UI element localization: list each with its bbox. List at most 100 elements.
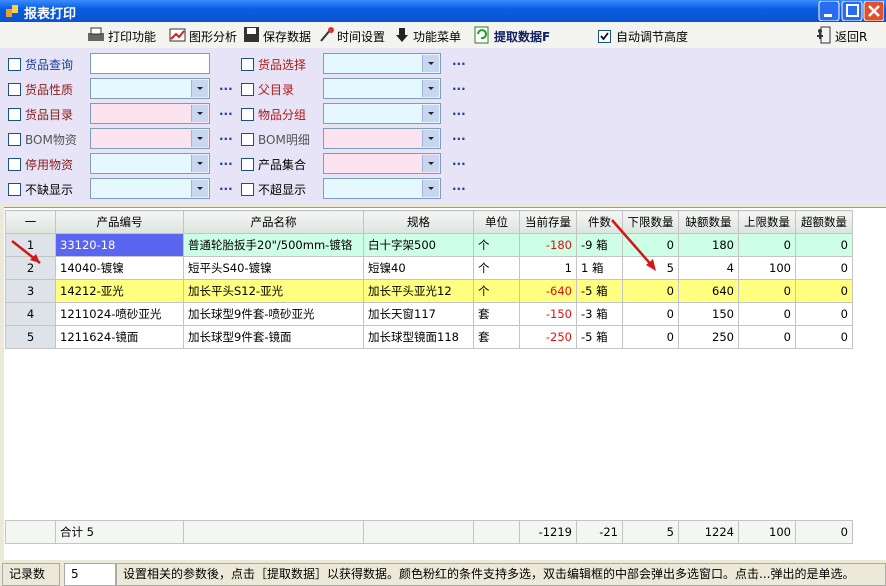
dropdown-arrow[interactable]	[422, 105, 439, 122]
more-button[interactable]: ...	[219, 79, 233, 93]
dropdown-arrow[interactable]	[422, 130, 439, 147]
combo-box[interactable]	[90, 103, 210, 124]
dropdown-arrow[interactable]	[191, 130, 208, 147]
total-cell: 合计 5	[55, 520, 184, 544]
checkbox[interactable]	[241, 58, 254, 71]
combo-box[interactable]	[90, 128, 210, 149]
cell: 加长平头S12-亚光	[183, 279, 364, 303]
dropdown-arrow[interactable]	[191, 180, 208, 197]
dropdown-arrow[interactable]	[422, 155, 439, 172]
total-row: 合计 5 -1219 -21 5 1224 100 0	[5, 520, 853, 544]
checkbox[interactable]	[8, 83, 21, 96]
cell: 3	[5, 279, 56, 303]
checkbox[interactable]	[8, 158, 21, 171]
toolbar-button[interactable]: 图形分析	[189, 30, 238, 44]
combo-box[interactable]	[323, 178, 441, 199]
checkbox[interactable]	[8, 108, 21, 121]
cell: 套	[473, 325, 520, 349]
toolbar-button[interactable]: 返回R	[835, 30, 868, 44]
dropdown-arrow[interactable]	[191, 105, 208, 122]
checkbox-label[interactable]: 自动调节高度	[616, 30, 689, 44]
filter-label: BOM物资	[25, 133, 77, 147]
more-button[interactable]: ...	[452, 79, 466, 93]
more-button[interactable]: ...	[452, 54, 466, 68]
checkbox[interactable]	[241, 108, 254, 121]
toolbar-button[interactable]: 提取数据F	[494, 30, 551, 44]
cell: 短平头S40-镀镍	[183, 256, 364, 280]
more-button[interactable]: ...	[219, 154, 233, 168]
filter-label: 产品集合	[258, 158, 307, 172]
checkbox[interactable]	[241, 133, 254, 146]
checkbox[interactable]	[241, 183, 254, 196]
arrow	[428, 87, 434, 90]
cell: 0	[738, 279, 796, 303]
combo-box[interactable]	[323, 128, 441, 149]
column-header[interactable]: 缺额数量	[678, 210, 739, 234]
total-cell: 1224	[678, 520, 739, 544]
toolbar-button[interactable]: 功能菜单	[413, 30, 462, 44]
cell: 加长球型9件套-喷砂亚光	[183, 302, 364, 326]
cell: 1211024-喷砂亚光	[55, 302, 184, 326]
column-header[interactable]: 产品名称	[183, 210, 364, 234]
cell: 加长球型9件套-镜面	[183, 325, 364, 349]
column-header[interactable]: 产品编号	[55, 210, 184, 234]
arrow	[428, 112, 434, 115]
cell: 100	[738, 256, 796, 280]
toolbar-button[interactable]: 保存数据	[263, 30, 312, 44]
cell: 1211624-镜面	[55, 325, 184, 349]
combo-box[interactable]	[323, 153, 441, 174]
filter-label: 不超显示	[258, 183, 307, 197]
checkbox[interactable]	[8, 133, 21, 146]
column-header[interactable]: 下限数量	[622, 210, 679, 234]
checkbox[interactable]	[8, 183, 21, 196]
dropdown-arrow[interactable]	[191, 80, 208, 97]
more-button[interactable]: ...	[452, 179, 466, 193]
checkbox[interactable]	[598, 30, 611, 43]
combo-box[interactable]	[323, 78, 441, 99]
more-button[interactable]: ...	[452, 129, 466, 143]
data-row[interactable]: 3 14212-亚光 加长平头S12-亚光 加长平头亚光12 个 -640 -5 箱 0 640…	[5, 279, 853, 303]
cell: 0	[622, 302, 679, 326]
column-header[interactable]: 件数	[576, 210, 623, 234]
checkbox[interactable]	[8, 58, 21, 71]
more-button[interactable]: ...	[452, 104, 466, 118]
filter-label: 父目录	[258, 83, 295, 97]
filter-label: 货品目录	[25, 108, 74, 122]
text-input[interactable]	[90, 53, 210, 74]
more-button[interactable]: ...	[219, 179, 233, 193]
toolbar-button[interactable]: 时间设置	[337, 30, 386, 44]
dropdown-arrow[interactable]	[422, 180, 439, 197]
cell: 白十字架500	[363, 233, 474, 257]
filter-label: 货品选择	[258, 58, 307, 72]
combo-box[interactable]	[90, 153, 210, 174]
total-cell	[183, 520, 364, 544]
checkbox[interactable]	[241, 83, 254, 96]
data-row[interactable]: 4 1211024-喷砂亚光 加长球型9件套-喷砂亚光 加长天窗117 套 -150 -3 …	[5, 302, 853, 326]
window-buttons[interactable]	[818, 1, 884, 21]
cell: 0	[795, 325, 853, 349]
more-button[interactable]: ...	[452, 154, 466, 168]
cell: 普通轮胎扳手20"/500mm-镀铬	[183, 233, 364, 257]
cell: 加长球型镜面118	[363, 325, 474, 349]
data-row[interactable]: 2 14040-镀镍 短平头S40-镀镍 短镍40 个 1 1 箱 5 4 100 0	[5, 256, 853, 280]
cell: 0	[795, 302, 853, 326]
column-header[interactable]: 当前存量	[519, 210, 577, 234]
toolbar-button[interactable]: 打印功能	[108, 30, 157, 44]
filter-label: 货品性质	[25, 83, 74, 97]
column-header[interactable]: 超额数量	[795, 210, 853, 234]
more-button[interactable]: ...	[219, 104, 233, 118]
dropdown-arrow[interactable]	[422, 80, 439, 97]
column-header[interactable]: 上限数量	[738, 210, 796, 234]
combo-box[interactable]	[90, 78, 210, 99]
filter-label: 停用物资	[25, 158, 74, 172]
combo-box[interactable]	[323, 53, 441, 74]
total-cell	[5, 520, 56, 544]
dropdown-arrow[interactable]	[191, 155, 208, 172]
checkbox[interactable]	[241, 158, 254, 171]
data-row[interactable]: 1 33120-18 普通轮胎扳手20"/500mm-镀铬 白十字架500 个 -180-…	[5, 233, 853, 257]
more-button[interactable]: ...	[219, 129, 233, 143]
dropdown-arrow[interactable]	[422, 55, 439, 72]
combo-box[interactable]	[323, 103, 441, 124]
combo-box[interactable]	[90, 178, 210, 199]
